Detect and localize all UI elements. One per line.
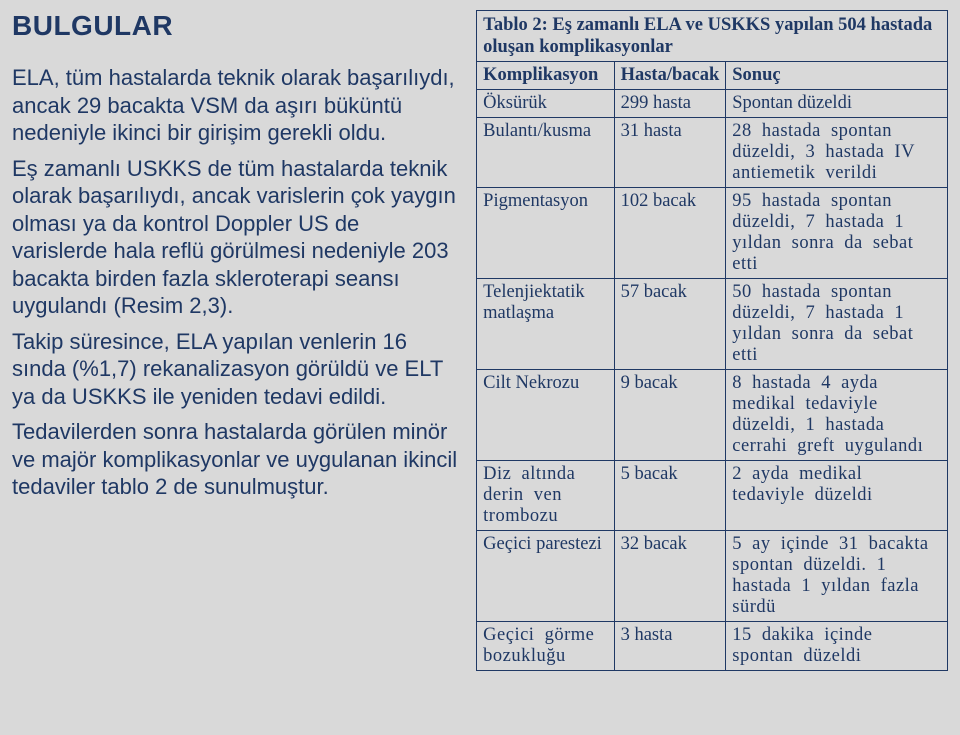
- table-cell-sonuc: 2 ayda medikal tedaviyle düzeldi: [726, 461, 948, 531]
- left-column: BULGULAR ELA, tüm hastalarda teknik olar…: [12, 10, 476, 725]
- table-caption: Tablo 2: Eş zamanlı ELA ve USKKS yapılan…: [477, 11, 948, 62]
- table-cell-komplikasyon: Bulantı/kusma: [477, 118, 614, 188]
- table-cell-hasta-bacak: 3 hasta: [614, 622, 726, 671]
- table-cell-komplikasyon: Öksürük: [477, 90, 614, 118]
- right-column: Tablo 2: Eş zamanlı ELA ve USKKS yapılan…: [476, 10, 948, 725]
- table-cell-sonuc: Spontan düzeldi: [726, 90, 948, 118]
- table-cell-komplikasyon: Pigmentasyon: [477, 188, 614, 279]
- table-row: Pigmentasyon102 bacak95 hastada spontan …: [477, 188, 948, 279]
- table-header-c2: Hasta/bacak: [614, 62, 726, 90]
- table-header-row: Komplikasyon Hasta/bacak Sonuç: [477, 62, 948, 90]
- table-cell-hasta-bacak: 32 bacak: [614, 531, 726, 622]
- table-cell-komplikasyon: Geçici görme bozukluğu: [477, 622, 614, 671]
- table-cell-hasta-bacak: 9 bacak: [614, 370, 726, 461]
- table-row: Geçici parestezi32 bacak5 ay içinde 31 b…: [477, 531, 948, 622]
- table-cell-sonuc: 95 hastada spontan düzeldi, 7 hastada 1 …: [726, 188, 948, 279]
- table-row: Diz altında derin ven trombozu5 bacak2 a…: [477, 461, 948, 531]
- table-row: Geçici görme bozukluğu3 hasta15 dakika i…: [477, 622, 948, 671]
- complications-table: Tablo 2: Eş zamanlı ELA ve USKKS yapılan…: [476, 10, 948, 671]
- table-row: Öksürük299 hastaSpontan düzeldi: [477, 90, 948, 118]
- table-cell-komplikasyon: Diz altında derin ven trombozu: [477, 461, 614, 531]
- section-heading: BULGULAR: [12, 10, 458, 42]
- table-cell-hasta-bacak: 5 bacak: [614, 461, 726, 531]
- table-row: Cilt Nekrozu9 bacak8 hastada 4 ayda medi…: [477, 370, 948, 461]
- table-row: Bulantı/kusma31 hasta28 hastada spontan …: [477, 118, 948, 188]
- table-row: Telenjiektatik matlaşma57 bacak50 hastad…: [477, 279, 948, 370]
- table-cell-sonuc: 15 dakika içinde spontan düzeldi: [726, 622, 948, 671]
- paragraph-3: Takip süresince, ELA yapılan venlerin 16…: [12, 328, 458, 411]
- table-cell-sonuc: 5 ay içinde 31 bacakta spontan düzeldi. …: [726, 531, 948, 622]
- paragraph-4: Tedavilerden sonra hastalarda görülen mi…: [12, 418, 458, 501]
- table-cell-sonuc: 8 hastada 4 ayda medikal tedaviyle düzel…: [726, 370, 948, 461]
- table-header-c3: Sonuç: [726, 62, 948, 90]
- paragraph-2: Eş zamanlı USKKS de tüm hastalarda tekni…: [12, 155, 458, 320]
- table-cell-hasta-bacak: 57 bacak: [614, 279, 726, 370]
- table-cell-sonuc: 28 hastada spontan düzeldi, 3 hastada IV…: [726, 118, 948, 188]
- table-header-c1: Komplikasyon: [477, 62, 614, 90]
- paragraph-1: ELA, tüm hastalarda teknik olarak başarı…: [12, 64, 458, 147]
- table-cell-komplikasyon: Cilt Nekrozu: [477, 370, 614, 461]
- table-cell-hasta-bacak: 299 hasta: [614, 90, 726, 118]
- table-caption-row: Tablo 2: Eş zamanlı ELA ve USKKS yapılan…: [477, 11, 948, 62]
- table-cell-sonuc: 50 hastada spontan düzeldi, 7 hastada 1 …: [726, 279, 948, 370]
- table-cell-komplikasyon: Geçici parestezi: [477, 531, 614, 622]
- table-cell-hasta-bacak: 102 bacak: [614, 188, 726, 279]
- table-cell-hasta-bacak: 31 hasta: [614, 118, 726, 188]
- table-cell-komplikasyon: Telenjiektatik matlaşma: [477, 279, 614, 370]
